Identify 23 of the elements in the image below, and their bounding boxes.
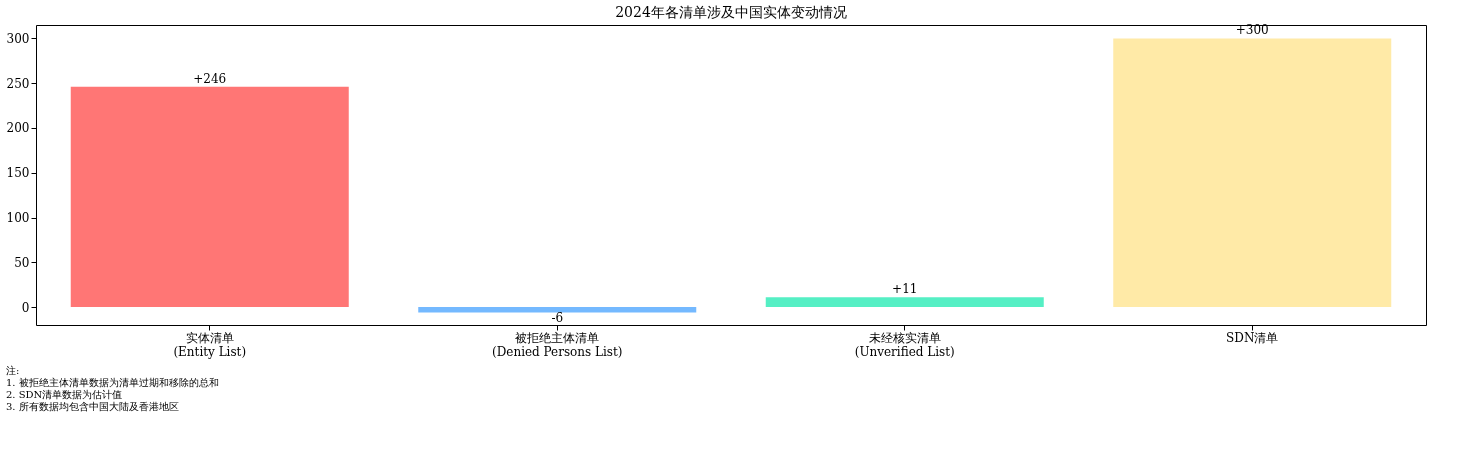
x-tick-label: 实体清单 (Entity List)	[173, 330, 247, 359]
x-tick-label: 未经核实清单 (Unverified List)	[854, 330, 955, 359]
y-tick-label: 250	[6, 76, 30, 91]
x-tick-label: SDN清单	[1226, 330, 1279, 345]
bar	[418, 307, 697, 313]
bar	[1113, 38, 1392, 308]
chart-title: 2024年各清单涉及中国实体变动情况	[615, 4, 847, 21]
y-tick-label: 50	[14, 255, 30, 270]
y-tick-label: 100	[6, 211, 30, 226]
bar	[70, 86, 349, 308]
x-tick-label: 被拒绝主体清单 (Denied Persons List)	[492, 330, 623, 359]
bar	[765, 297, 1044, 308]
data-label: +246	[193, 71, 227, 86]
y-tick-label: 300	[6, 31, 30, 46]
y-tick-label: 200	[6, 121, 30, 136]
text: 2. SDN清单数据为估计值	[6, 389, 123, 400]
y-tick-label: 0	[21, 300, 30, 315]
y-tick-label: 150	[6, 166, 30, 181]
text: 3. 所有数据均包含中国大陆及香港地区	[6, 401, 179, 412]
text: 注:	[6, 365, 20, 376]
text: 1. 被拒绝主体清单数据为清单过期和移除的总和	[6, 377, 219, 388]
data-label: +11	[892, 282, 918, 297]
data-label: -6	[551, 311, 564, 326]
